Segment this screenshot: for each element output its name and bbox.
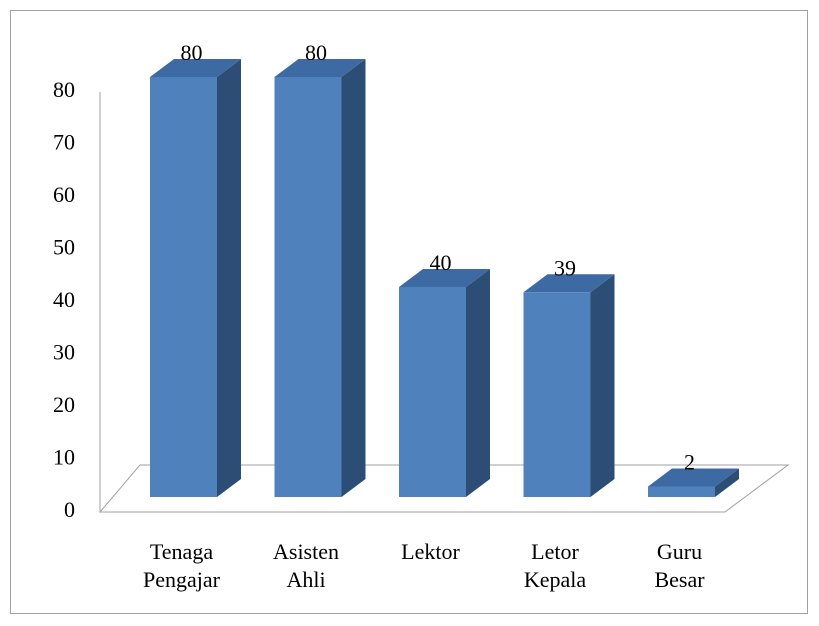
x-tick-label: Guru Besar xyxy=(654,539,705,592)
bar xyxy=(399,269,490,497)
value-label: 40 xyxy=(430,250,452,275)
bar-top xyxy=(150,59,241,77)
value-label: 2 xyxy=(684,450,695,475)
x-tick-label: Lektor xyxy=(401,539,460,564)
bar-top xyxy=(399,269,490,287)
bar xyxy=(523,274,615,497)
bar xyxy=(274,59,366,497)
bar xyxy=(648,468,739,497)
bar-top xyxy=(274,59,366,77)
bar-side xyxy=(590,274,615,497)
bar-front xyxy=(274,77,342,497)
x-tick-label: Letor Kepala xyxy=(523,539,587,592)
bar-side xyxy=(466,269,490,497)
y-tick-label: 80 xyxy=(53,77,75,102)
y-tick-label: 20 xyxy=(53,392,75,417)
bar-top xyxy=(648,468,739,487)
bar-top xyxy=(523,274,615,293)
y-tick-label: 0 xyxy=(64,497,75,522)
y-tick-label: 10 xyxy=(53,445,75,470)
value-label: 39 xyxy=(554,255,576,280)
bar-side xyxy=(341,59,366,497)
y-tick-label: 60 xyxy=(53,182,75,207)
bar-side xyxy=(715,468,739,497)
y-tick-label: 70 xyxy=(53,130,75,155)
bar xyxy=(150,59,241,497)
value-label: 80 xyxy=(305,40,327,65)
bar-side xyxy=(217,59,241,497)
bar-front xyxy=(523,292,591,497)
bar-front xyxy=(399,287,466,497)
y-tick-label: 50 xyxy=(53,235,75,260)
value-label: 80 xyxy=(181,40,203,65)
x-tick-label: Asisten Ahli xyxy=(273,539,339,592)
x-tick-label: Tenaga Pengajar xyxy=(143,539,220,592)
y-tick-label: 30 xyxy=(53,340,75,365)
bar-front xyxy=(150,77,217,497)
bar-front xyxy=(648,486,715,497)
y-tick-label: 40 xyxy=(53,287,75,312)
